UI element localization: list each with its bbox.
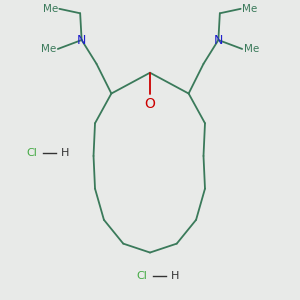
Text: H: H	[61, 148, 69, 158]
Text: Me: Me	[43, 4, 58, 14]
Text: Me: Me	[244, 44, 259, 54]
Text: O: O	[145, 97, 155, 110]
Text: N: N	[77, 34, 86, 46]
Text: Cl: Cl	[27, 148, 38, 158]
Text: Me: Me	[41, 44, 56, 54]
Text: H: H	[171, 271, 179, 281]
Text: N: N	[214, 34, 223, 46]
Text: Cl: Cl	[136, 271, 148, 281]
Text: Me: Me	[242, 4, 257, 14]
